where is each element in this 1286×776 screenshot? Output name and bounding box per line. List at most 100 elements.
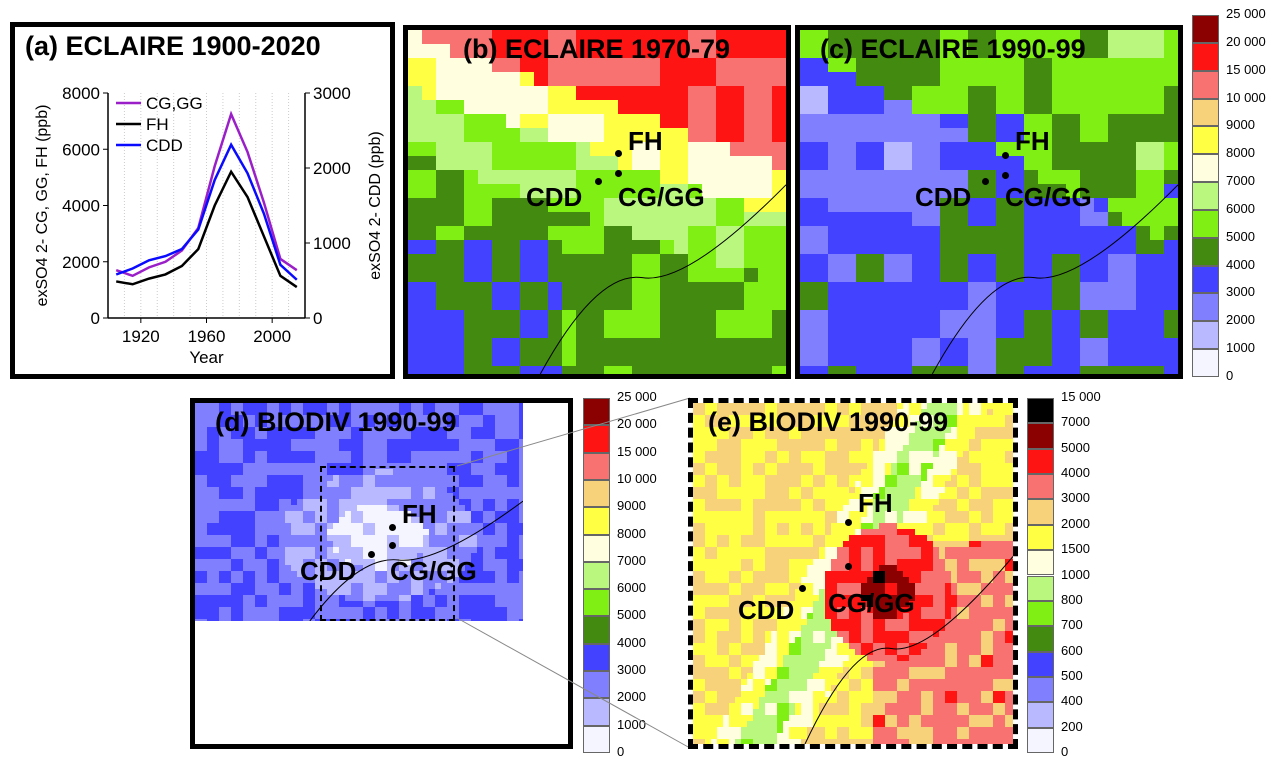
map-cell <box>861 517 867 523</box>
map-cell <box>618 324 632 338</box>
map-cell <box>423 427 429 433</box>
map-cell <box>861 421 867 427</box>
map-cell <box>940 72 954 86</box>
map-cell <box>273 403 279 409</box>
map-cell <box>267 577 273 583</box>
map-cell <box>315 595 321 601</box>
map-cell <box>195 613 201 619</box>
map-cell <box>693 433 699 439</box>
colorbar-label: 7000 <box>617 552 646 568</box>
map-cell <box>1052 310 1066 324</box>
map-cell <box>702 254 716 268</box>
map-cell <box>735 463 741 469</box>
map-cell <box>422 310 436 324</box>
map-cell <box>771 499 777 505</box>
map-cell <box>483 601 489 607</box>
map-cell <box>912 30 926 44</box>
map-cell <box>436 324 450 338</box>
map-cell <box>1052 366 1066 374</box>
map-cell <box>219 457 225 463</box>
map-cell <box>405 523 411 529</box>
map-cell <box>1080 114 1094 128</box>
map-e <box>693 403 1013 744</box>
map-cell <box>702 72 716 86</box>
map-cell <box>783 547 789 553</box>
map-cell <box>968 198 982 212</box>
map-cell <box>885 457 891 463</box>
map-cell <box>951 451 957 457</box>
map-cell <box>520 310 534 324</box>
map-cell <box>506 128 520 142</box>
map-cell <box>507 469 513 475</box>
map-cell <box>429 433 435 439</box>
map-cell <box>1108 170 1122 184</box>
map-cell <box>590 44 604 58</box>
map-cell <box>478 254 492 268</box>
map-cell <box>297 475 303 481</box>
map-cell <box>321 481 327 487</box>
map-cell <box>945 433 951 439</box>
map-cell <box>957 439 963 445</box>
map-cell <box>771 493 777 499</box>
map-cell <box>243 427 249 433</box>
map-cell <box>1108 44 1122 58</box>
map-cell <box>195 529 201 535</box>
map-cell <box>363 493 369 499</box>
map-cell <box>351 589 357 595</box>
map-cell <box>646 184 660 198</box>
map-cell <box>321 505 327 511</box>
map-cell <box>842 170 856 184</box>
map-cell <box>879 535 885 541</box>
map-cell <box>646 44 660 58</box>
map-cell <box>975 457 981 463</box>
map-cell <box>1150 100 1164 114</box>
map-cell <box>705 415 711 421</box>
map-cell <box>1011 523 1013 529</box>
map-cell <box>249 499 255 505</box>
map-cell <box>1080 366 1094 374</box>
map-cell <box>339 571 345 577</box>
map-cell <box>399 529 405 535</box>
map-cell <box>909 469 915 475</box>
map-cell <box>909 505 915 511</box>
map-cell <box>828 72 842 86</box>
map-cell <box>436 128 450 142</box>
map-cell <box>219 451 225 457</box>
map-cell <box>831 511 837 517</box>
map-cell <box>604 212 618 226</box>
map-cell <box>459 409 465 415</box>
map-cell <box>513 571 519 577</box>
map-cell <box>771 475 777 481</box>
map-cell <box>450 114 464 128</box>
map-cell <box>453 595 459 601</box>
map-cell <box>285 577 291 583</box>
map-cell <box>702 352 716 366</box>
map-cell <box>646 310 660 324</box>
map-cell <box>735 439 741 445</box>
map-cell <box>436 142 450 156</box>
map-cell <box>873 439 879 445</box>
map-cell <box>735 427 741 433</box>
map-cell <box>520 212 534 226</box>
map-cell <box>303 475 309 481</box>
map-cell <box>660 296 674 310</box>
map-cell <box>399 475 405 481</box>
site-dot-fh <box>1002 152 1009 159</box>
map-cell <box>909 403 915 409</box>
map-cell <box>891 415 897 421</box>
map-cell <box>422 352 436 366</box>
map-cell <box>969 409 975 415</box>
map-cell <box>688 170 702 184</box>
map-cell <box>618 184 632 198</box>
map-cell <box>957 457 963 463</box>
map-cell <box>861 475 867 481</box>
map-cell <box>702 324 716 338</box>
map-cell <box>915 493 921 499</box>
map-cell <box>471 517 477 523</box>
map-cell <box>897 505 903 511</box>
map-cell <box>688 114 702 128</box>
map-cell <box>369 607 375 613</box>
map-cell <box>954 100 968 114</box>
map-cell <box>435 433 441 439</box>
map-cell <box>800 86 814 100</box>
